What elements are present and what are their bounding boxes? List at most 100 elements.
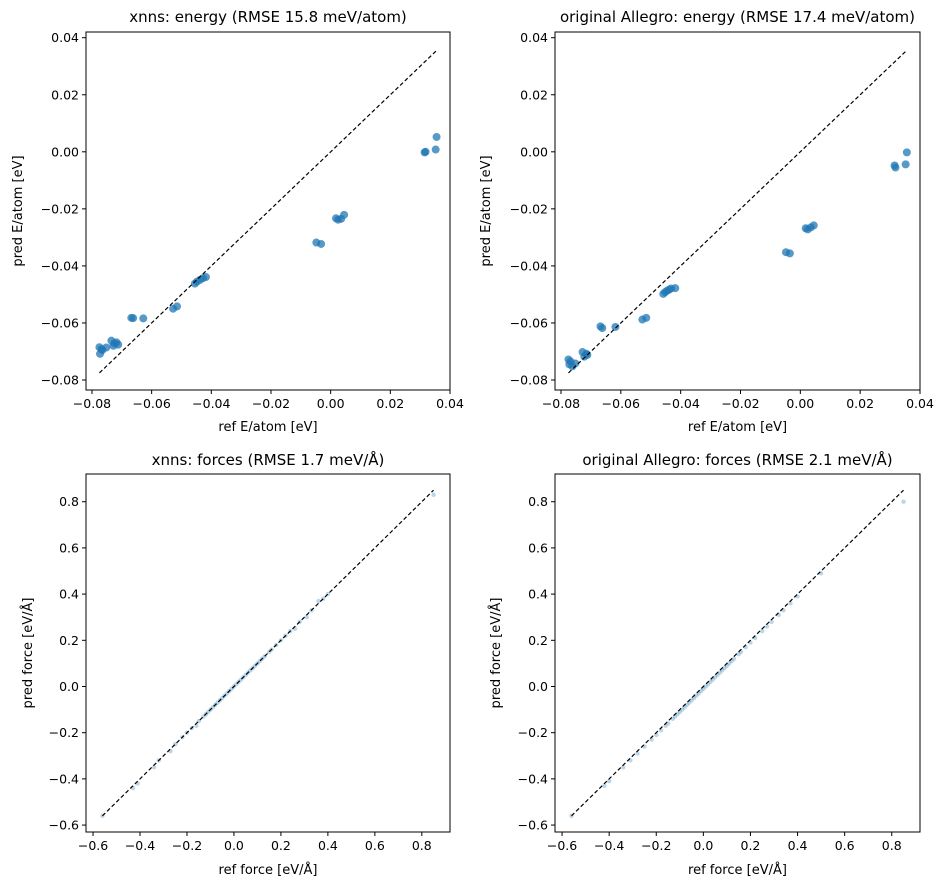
y-tick-label: 0.8 — [59, 494, 79, 509]
data-point — [317, 239, 326, 248]
x-tick-label: −0.2 — [641, 838, 671, 853]
data-point — [201, 273, 210, 282]
y-tick-label: −0.4 — [49, 771, 79, 786]
y-tick-label: −0.08 — [41, 373, 79, 388]
y-tick-label: 0.4 — [59, 587, 79, 602]
y-tick-label: −0.04 — [510, 258, 548, 273]
y-tick-label: 0.04 — [51, 30, 79, 45]
x-tick-label: −0.04 — [192, 396, 230, 411]
identity-line — [102, 489, 434, 817]
panel-xnns-energy: xnns: energy (RMSE 15.8 meV/atom) ref E/… — [11, 8, 464, 435]
y-tick-label: 0.0 — [528, 679, 548, 694]
panel-title: xnns: forces (RMSE 1.7 meV/Å) — [152, 450, 385, 469]
y-tick-label: −0.06 — [41, 315, 79, 330]
data-point — [340, 210, 349, 219]
data-point — [114, 340, 123, 349]
y-tick-label: 0.4 — [528, 587, 548, 602]
data-point — [785, 249, 794, 258]
x-tick-label: 0.02 — [846, 396, 874, 411]
y-tick-label: −0.2 — [518, 725, 548, 740]
plot-frame — [554, 473, 921, 833]
panel-title: original Allegro: forces (RMSE 2.1 meV/Å… — [582, 450, 892, 469]
y-axis-label: pred force [eV/Å] — [488, 598, 504, 709]
data-point — [727, 661, 732, 666]
x-tick-label: 0.04 — [906, 396, 934, 411]
y-tick-label: −0.02 — [41, 201, 79, 216]
x-tick-label: −0.06 — [132, 396, 170, 411]
data-point — [611, 322, 620, 331]
x-tick-label: 0.4 — [788, 838, 808, 853]
data-point — [689, 698, 694, 703]
data-point — [901, 160, 910, 169]
data-point — [432, 132, 441, 141]
x-tick-label: 0.0 — [224, 838, 244, 853]
data-point — [671, 284, 680, 293]
data-point — [708, 679, 713, 685]
x-tick-label: 0.02 — [376, 396, 404, 411]
x-tick-label: 0.4 — [318, 838, 338, 853]
data-point — [102, 343, 111, 352]
y-tick-label: −0.6 — [518, 818, 548, 833]
data-point — [431, 145, 440, 154]
y-axis-label: pred force [eV/Å] — [20, 598, 36, 709]
x-tick-label: −0.02 — [721, 396, 759, 411]
y-axis-label: pred E/atom [eV] — [479, 155, 494, 266]
data-point — [698, 688, 704, 694]
data-point — [902, 148, 911, 157]
data-point — [571, 359, 580, 368]
data-point — [316, 598, 321, 604]
scatter-points — [564, 148, 911, 371]
data-point — [694, 693, 699, 698]
x-tick-label: 0.2 — [741, 838, 761, 853]
data-point — [712, 675, 718, 680]
x-tick-label: −0.2 — [172, 838, 202, 853]
x-tick-label: 0.8 — [412, 838, 432, 853]
data-point — [151, 765, 157, 770]
panel-allegro-forces: original Allegro: forces (RMSE 2.1 meV/Å… — [488, 450, 921, 878]
y-tick-label: 0.6 — [59, 540, 79, 555]
data-point — [769, 619, 774, 625]
data-point — [809, 221, 818, 230]
y-tick-label: −0.4 — [518, 771, 548, 786]
data-point — [304, 615, 309, 620]
data-point — [598, 324, 607, 333]
data-point — [788, 601, 793, 606]
panel-xnns-forces: xnns: forces (RMSE 1.7 meV/Å) ref force … — [20, 450, 451, 878]
y-tick-label: −0.02 — [510, 201, 548, 216]
y-tick-label: −0.08 — [510, 373, 548, 388]
y-tick-label: −0.6 — [49, 818, 79, 833]
x-tick-label: −0.4 — [594, 838, 624, 853]
data-point — [173, 302, 181, 311]
x-tick-label: 0.6 — [365, 838, 385, 853]
data-point — [139, 314, 148, 323]
y-tick-label: 0.2 — [528, 633, 548, 648]
x-tick-label: 0.8 — [882, 838, 902, 853]
x-tick-label: −0.6 — [547, 838, 577, 853]
x-tick-label: 0.2 — [271, 838, 291, 853]
x-tick-label: 0.00 — [317, 396, 345, 411]
data-point — [760, 628, 765, 634]
y-tick-label: 0.0 — [59, 679, 79, 694]
data-point — [731, 656, 737, 661]
y-axis-label: pred E/atom [eV] — [11, 155, 26, 266]
plot-frame — [554, 31, 921, 391]
x-tick-label: −0.4 — [125, 838, 155, 853]
y-tick-label: −0.06 — [510, 315, 548, 330]
data-point — [602, 783, 607, 789]
y-tick-label: 0.2 — [59, 633, 79, 648]
y-tick-label: 0.00 — [51, 144, 79, 159]
data-point — [722, 665, 727, 671]
x-tick-label: 0.04 — [436, 396, 464, 411]
x-tick-label: −0.08 — [542, 396, 580, 411]
data-point — [421, 147, 430, 156]
data-point — [891, 163, 900, 172]
data-point — [901, 499, 906, 504]
y-tick-label: 0.00 — [520, 144, 548, 159]
y-tick-label: 0.6 — [528, 540, 548, 555]
data-point — [635, 751, 640, 756]
data-point — [606, 778, 612, 784]
data-point — [736, 651, 741, 657]
panel-allegro-energy: original Allegro: energy (RMSE 17.4 meV/… — [479, 8, 934, 435]
